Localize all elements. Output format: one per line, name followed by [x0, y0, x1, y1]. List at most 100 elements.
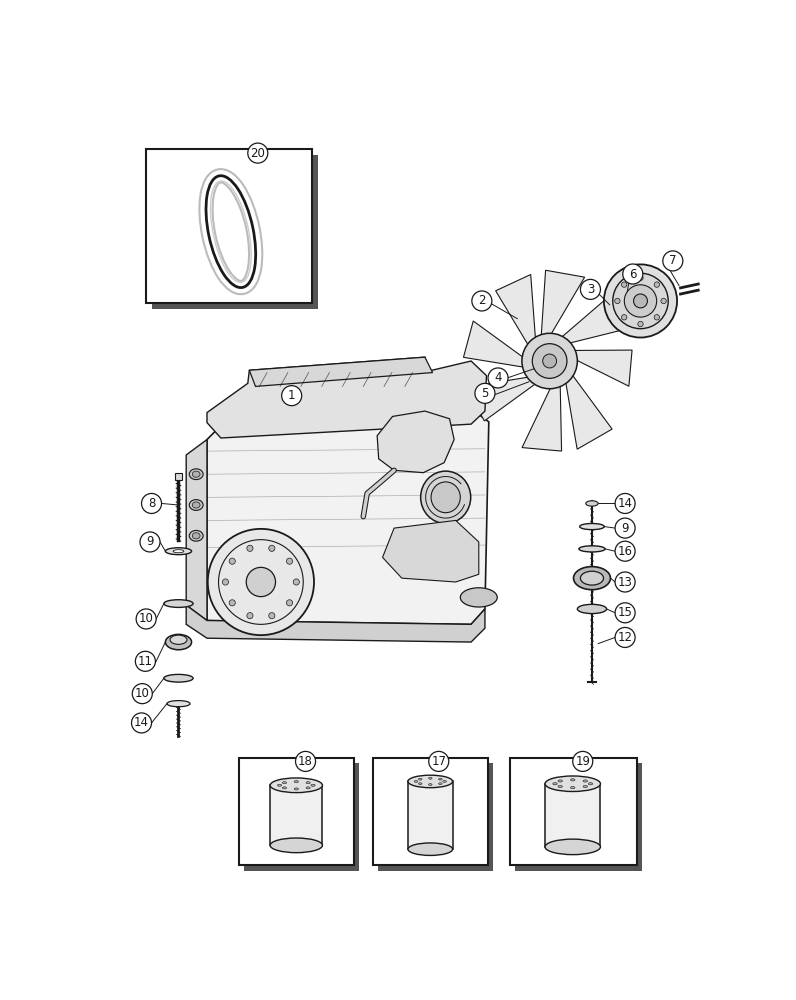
Circle shape [615, 627, 635, 647]
Circle shape [142, 493, 162, 513]
Ellipse shape [588, 783, 593, 785]
Ellipse shape [164, 600, 193, 607]
Text: 14: 14 [618, 497, 633, 510]
Ellipse shape [439, 783, 442, 785]
Ellipse shape [173, 550, 184, 553]
Ellipse shape [283, 787, 287, 789]
Text: 16: 16 [618, 545, 633, 558]
Ellipse shape [580, 571, 603, 585]
Circle shape [488, 368, 508, 388]
Polygon shape [383, 520, 478, 582]
Ellipse shape [295, 788, 298, 790]
Ellipse shape [287, 558, 293, 564]
Ellipse shape [283, 782, 287, 784]
Polygon shape [207, 357, 486, 438]
Ellipse shape [428, 777, 432, 779]
Circle shape [615, 518, 635, 538]
Ellipse shape [558, 780, 563, 782]
Ellipse shape [270, 778, 322, 793]
Circle shape [135, 651, 155, 671]
Bar [515, 763, 642, 871]
Bar [270, 785, 322, 845]
Text: 5: 5 [482, 387, 489, 400]
Ellipse shape [269, 613, 275, 619]
Ellipse shape [287, 600, 293, 606]
Circle shape [132, 684, 152, 704]
Circle shape [131, 713, 151, 733]
Text: 12: 12 [618, 631, 633, 644]
Circle shape [615, 603, 635, 623]
Ellipse shape [278, 784, 282, 786]
Circle shape [295, 751, 315, 771]
Ellipse shape [408, 843, 453, 855]
Text: 20: 20 [251, 147, 265, 160]
Polygon shape [463, 321, 526, 368]
Ellipse shape [654, 282, 660, 287]
Bar [174, 473, 182, 480]
Ellipse shape [193, 502, 200, 508]
Ellipse shape [577, 604, 607, 614]
Ellipse shape [306, 787, 310, 789]
Polygon shape [186, 440, 207, 620]
Ellipse shape [624, 285, 657, 317]
Text: 15: 15 [618, 606, 633, 619]
Polygon shape [186, 605, 485, 642]
Ellipse shape [579, 523, 604, 530]
Ellipse shape [270, 838, 322, 853]
Ellipse shape [420, 471, 470, 523]
Circle shape [282, 386, 302, 406]
Text: 4: 4 [494, 371, 501, 384]
Circle shape [580, 279, 600, 299]
Ellipse shape [222, 579, 228, 585]
Ellipse shape [654, 315, 660, 320]
Text: 13: 13 [618, 576, 633, 588]
Circle shape [472, 291, 492, 311]
Text: 1: 1 [288, 389, 295, 402]
Circle shape [615, 572, 635, 592]
Polygon shape [465, 377, 537, 421]
Polygon shape [560, 297, 630, 344]
Ellipse shape [460, 588, 498, 607]
Bar [152, 155, 318, 309]
Ellipse shape [545, 776, 600, 792]
Ellipse shape [638, 321, 643, 327]
Circle shape [475, 383, 495, 403]
Ellipse shape [558, 785, 563, 788]
Bar [146, 149, 312, 303]
Ellipse shape [579, 546, 605, 552]
Bar [545, 784, 600, 847]
Circle shape [248, 143, 267, 163]
Ellipse shape [170, 635, 187, 644]
Ellipse shape [552, 783, 557, 785]
Text: 9: 9 [146, 535, 154, 548]
Bar [408, 781, 453, 849]
Text: 2: 2 [478, 294, 486, 307]
Ellipse shape [622, 282, 627, 287]
Ellipse shape [615, 298, 620, 304]
Text: 6: 6 [629, 267, 637, 280]
Ellipse shape [428, 784, 432, 785]
Bar [239, 758, 354, 865]
Ellipse shape [543, 354, 556, 368]
Circle shape [140, 532, 160, 552]
Ellipse shape [193, 533, 200, 539]
Ellipse shape [419, 783, 422, 785]
Ellipse shape [613, 273, 668, 329]
Text: 10: 10 [139, 612, 154, 625]
Ellipse shape [193, 471, 200, 477]
Text: 9: 9 [622, 522, 629, 535]
Text: 10: 10 [135, 687, 150, 700]
Text: 8: 8 [148, 497, 155, 510]
Ellipse shape [604, 264, 677, 338]
Circle shape [615, 541, 635, 561]
Ellipse shape [247, 545, 253, 551]
Ellipse shape [583, 780, 587, 782]
Polygon shape [496, 275, 536, 347]
Text: 3: 3 [587, 283, 594, 296]
Polygon shape [249, 357, 432, 386]
Text: 14: 14 [134, 716, 149, 729]
Ellipse shape [306, 782, 310, 784]
Ellipse shape [166, 634, 192, 650]
Ellipse shape [295, 781, 298, 783]
Ellipse shape [586, 501, 598, 506]
